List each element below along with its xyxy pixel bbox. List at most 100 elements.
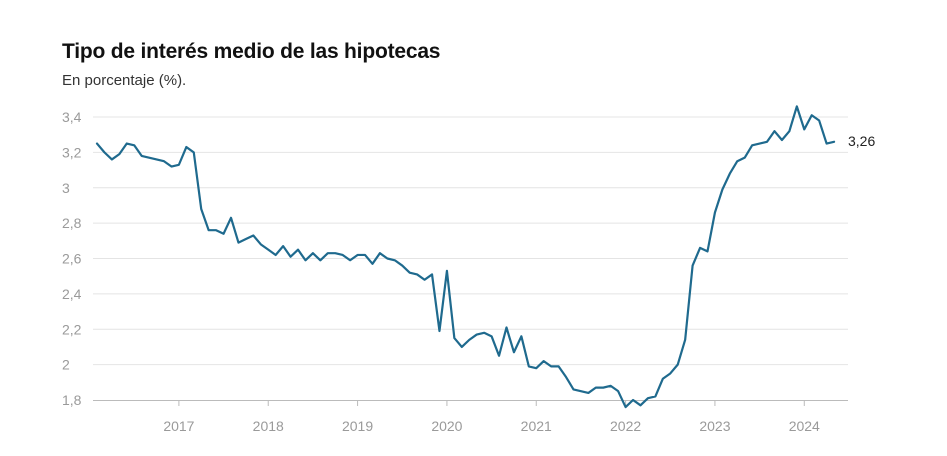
data-point: [200, 207, 203, 210]
x-tick-label: 2017: [163, 418, 194, 434]
data-point: [587, 391, 590, 394]
data-point: [706, 250, 709, 253]
data-point: [229, 216, 232, 219]
data-point: [371, 262, 374, 265]
data-point: [103, 151, 106, 154]
data-point: [602, 386, 605, 389]
data-point: [125, 142, 128, 145]
data-point: [185, 145, 188, 148]
data-point: [148, 156, 151, 159]
data-point: [557, 365, 560, 368]
data-point: [289, 255, 292, 258]
data-point: [162, 160, 165, 163]
data-point: [609, 384, 612, 387]
data-point: [222, 232, 225, 235]
data-point: [296, 248, 299, 251]
data-point: [818, 119, 821, 122]
data-point: [795, 105, 798, 108]
x-tick-label: 2022: [610, 418, 641, 434]
end-value-label: 3,26: [848, 133, 875, 149]
grid-lines: [93, 116, 848, 366]
data-point: [386, 257, 389, 260]
data-point: [363, 253, 366, 256]
data-point: [617, 390, 620, 393]
data-point: [736, 160, 739, 163]
data-point: [765, 140, 768, 143]
end-label-layer: 3,26: [848, 133, 875, 149]
x-tick-label: 2020: [431, 418, 462, 434]
data-point: [505, 326, 508, 329]
data-point: [520, 335, 523, 338]
data-point: [535, 367, 538, 370]
data-point: [527, 365, 530, 368]
data-point: [780, 138, 783, 141]
y-tick-label: 2,6: [62, 251, 82, 267]
y-axis-labels: 3,4 3,2 3 2,8 2,6 2,4 2,2 2 1,8: [62, 109, 82, 408]
data-point: [326, 252, 329, 255]
data-point: [594, 386, 597, 389]
data-point: [803, 128, 806, 131]
data-point: [691, 264, 694, 267]
series-line: [95, 105, 836, 409]
data-point: [460, 345, 463, 348]
data-point: [438, 329, 441, 332]
data-point: [512, 351, 515, 354]
y-tick-label: 3,4: [62, 109, 82, 125]
data-point: [140, 154, 143, 157]
y-tick-label: 1,8: [62, 392, 82, 408]
x-tick-label: 2018: [253, 418, 284, 434]
chart-subtitle: En porcentaje (%).: [62, 72, 187, 89]
data-point: [832, 140, 835, 143]
data-point: [274, 253, 277, 256]
data-point: [110, 158, 113, 161]
data-point: [669, 372, 672, 375]
data-point: [393, 259, 396, 262]
y-tick-label: 2,4: [62, 286, 82, 302]
data-point: [624, 405, 627, 408]
data-point: [579, 390, 582, 393]
data-point: [684, 338, 687, 341]
data-point: [490, 335, 493, 338]
x-tick-label: 2023: [699, 418, 730, 434]
data-point: [349, 259, 352, 262]
data-point: [631, 398, 634, 401]
data-point: [713, 211, 716, 214]
data-point: [319, 259, 322, 262]
data-point: [408, 271, 411, 274]
data-point: [825, 142, 828, 145]
x-axis: 2017 2018 2019 2020 2021 2022 2023 2024: [93, 400, 848, 434]
data-point: [468, 338, 471, 341]
data-point: [676, 363, 679, 366]
data-point: [550, 365, 553, 368]
data-point: [155, 158, 158, 161]
y-tick-label: 3: [62, 180, 70, 196]
data-point: [758, 142, 761, 145]
data-point: [788, 130, 791, 133]
data-point: [244, 237, 247, 240]
x-tick-label: 2024: [789, 418, 820, 434]
data-point: [773, 130, 776, 133]
data-point: [170, 165, 173, 168]
data-point: [416, 273, 419, 276]
data-point: [304, 259, 307, 262]
data-point: [401, 264, 404, 267]
data-point: [259, 243, 262, 246]
data-point: [378, 252, 381, 255]
data-point: [743, 156, 746, 159]
data-point: [237, 241, 240, 244]
data-point: [483, 331, 486, 334]
data-point: [282, 245, 285, 248]
data-point: [252, 234, 255, 237]
data-point: [334, 252, 337, 255]
x-tick-label: 2021: [521, 418, 552, 434]
x-tick-label: 2019: [342, 418, 373, 434]
y-tick-label: 2,8: [62, 215, 82, 231]
data-point: [497, 354, 500, 357]
data-point: [654, 395, 657, 398]
data-point: [646, 397, 649, 400]
data-point: [356, 253, 359, 256]
chart-title: Tipo de interés medio de las hipotecas: [62, 40, 441, 63]
data-point: [475, 333, 478, 336]
data-point: [721, 188, 724, 191]
